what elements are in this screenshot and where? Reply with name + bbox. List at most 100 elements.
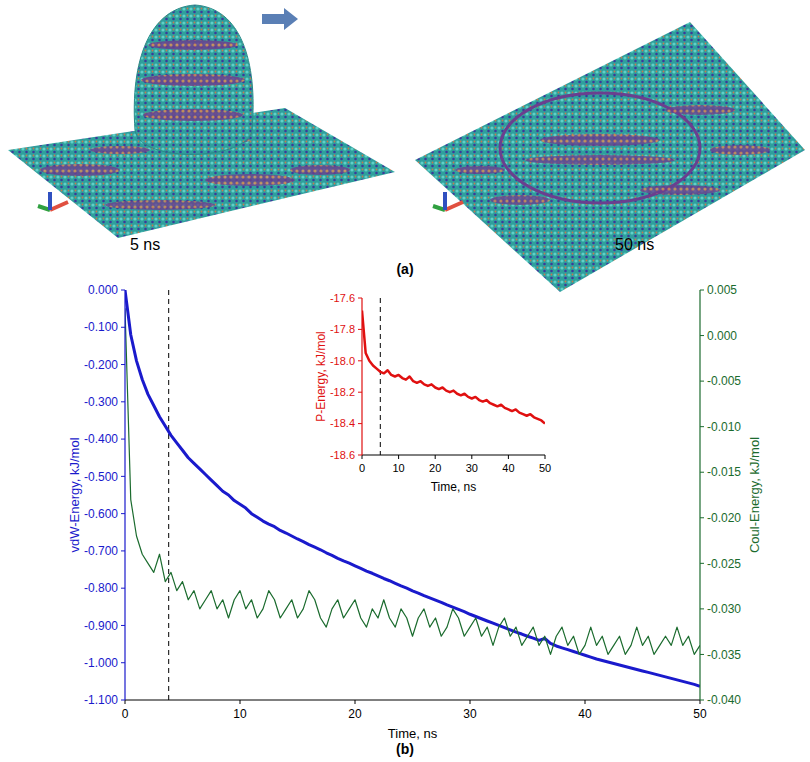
y-axis (124, 290, 125, 700)
x-tick-label: 40 (502, 462, 514, 474)
series-group (362, 311, 545, 424)
lipid-stripe (455, 166, 505, 174)
y-tick (121, 439, 125, 440)
y2-tick-label: -0.020 (707, 511, 741, 525)
y-tick-label: -17.6 (330, 292, 355, 304)
x-tick-label: 50 (693, 707, 707, 721)
x-axis-title: Time, ns (388, 726, 438, 741)
y-tick (121, 327, 125, 328)
x-tick-label: 30 (466, 462, 478, 474)
y-tick (121, 476, 125, 477)
y-tick-label: -0.700 (84, 544, 118, 558)
lipid-stripe (540, 134, 660, 146)
panel-label: (b) (396, 741, 414, 757)
y2-axis-title: Coul-Energy, kJ/mol (747, 437, 762, 553)
x-tick-label: 30 (463, 707, 477, 721)
y2-tick (700, 335, 704, 336)
y2-tick-label: -0.015 (707, 465, 741, 479)
y-tick-label: -18.2 (330, 386, 355, 398)
y-tick (358, 392, 362, 393)
lipid-stripe (90, 146, 150, 154)
triad-z (443, 192, 447, 210)
x-tick (700, 700, 701, 704)
y2-tick-label: -0.030 (707, 602, 741, 616)
y2-axis (699, 290, 700, 700)
x-tick-label: 50 (539, 462, 551, 474)
y-tick (121, 401, 125, 402)
droplet-stripe (143, 109, 243, 121)
y-tick (358, 423, 362, 424)
snapshot-label: 5 ns (130, 236, 160, 253)
x-tick (240, 700, 241, 704)
panel-a: 5 ns 50 ns (8, 5, 805, 292)
y-tick-label: -1.100 (84, 693, 118, 707)
reference-line (168, 290, 169, 700)
y2-tick-label: -0.005 (707, 374, 741, 388)
y-axis-title: P-Energy, kJ/mol (314, 331, 328, 421)
x-tick (125, 700, 126, 704)
panel-label: (a) (396, 261, 413, 277)
x-axis (125, 700, 700, 701)
y-tick-label: -1.000 (84, 656, 118, 670)
y-tick (358, 329, 362, 330)
lipid-stripe (205, 174, 295, 186)
series-line (125, 290, 700, 686)
y-axis-title: vdW-Energy, kJ/mol (67, 437, 82, 552)
y2-tick (700, 426, 704, 427)
figure: 5 ns50 ns(a)(b)01020304050Time, ns0.000-… (0, 0, 810, 762)
series-group (125, 290, 700, 686)
y2-tick-label: -0.035 (707, 648, 741, 662)
y-tick-label: -18.4 (330, 417, 355, 429)
x-axis-title: Time, ns (431, 480, 477, 494)
chart: 01020304050Time, ns-17.6-17.8-18.0-18.2-… (314, 292, 551, 494)
y-tick-label: -0.900 (84, 619, 118, 633)
triad-x (445, 202, 463, 210)
y-tick-label: -17.8 (330, 323, 355, 335)
snapshot-label: 50 ns (615, 236, 654, 253)
chart: 01020304050Time, ns0.000-0.100-0.200-0.3… (67, 283, 762, 741)
y2-tick-label: -0.040 (707, 693, 741, 707)
y-tick (121, 588, 125, 589)
y-tick (121, 700, 125, 701)
y-tick (121, 550, 125, 551)
arrow (262, 8, 298, 30)
x-tick-label: 10 (392, 462, 404, 474)
y-tick-label: -18.6 (330, 449, 355, 461)
x-tick-label: 40 (578, 707, 592, 721)
y-tick-label: -0.500 (84, 470, 118, 484)
y-tick (121, 290, 125, 291)
y2-tick (700, 563, 704, 564)
y-tick-label: -0.400 (84, 432, 118, 446)
lipid-stripe (490, 195, 550, 205)
y2-tick-label: 0.000 (707, 329, 737, 343)
y-tick-label: -0.100 (84, 320, 118, 334)
x-tick (585, 700, 586, 704)
y2-tick (700, 517, 704, 518)
x-tick (435, 455, 436, 459)
x-tick-label: 10 (233, 707, 247, 721)
y-tick-label: -0.200 (84, 358, 118, 372)
x-tick-label: 20 (429, 462, 441, 474)
x-tick (355, 700, 356, 704)
x-tick (362, 455, 363, 459)
reference-line (380, 298, 381, 455)
triad-x (50, 202, 68, 210)
y-tick (358, 455, 362, 456)
y-tick (121, 625, 125, 626)
x-tick (398, 455, 399, 459)
lipid-stripe (665, 105, 735, 115)
y-tick (121, 513, 125, 514)
x-axis (362, 455, 545, 456)
x-tick (508, 455, 509, 459)
triad-z (48, 192, 52, 210)
y2-tick (700, 608, 704, 609)
y2-tick (700, 381, 704, 382)
y-tick-label: -0.300 (84, 395, 118, 409)
y2-tick (700, 472, 704, 473)
droplet-stripe (148, 40, 238, 50)
series-line (362, 311, 545, 424)
y-axis (361, 298, 362, 455)
y2-tick (700, 700, 704, 701)
y-tick-label: -18.0 (330, 355, 355, 367)
y-tick (358, 360, 362, 361)
